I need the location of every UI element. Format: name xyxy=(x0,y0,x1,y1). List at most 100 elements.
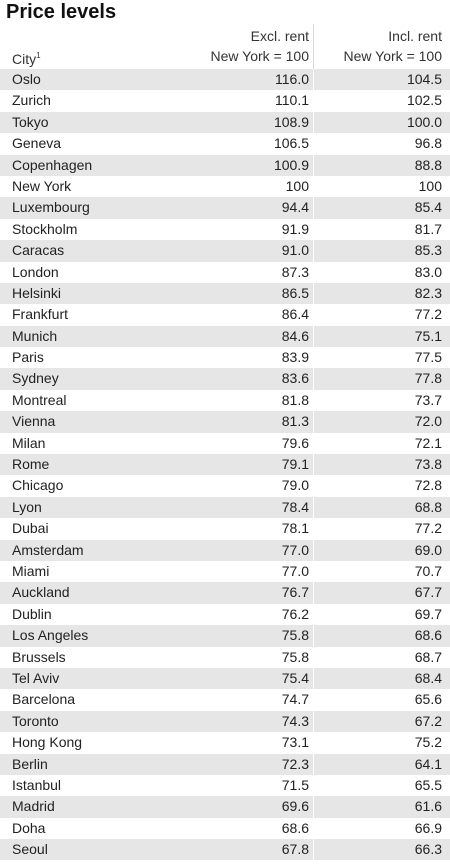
incl-rent-cell: 66.3 xyxy=(414,841,442,858)
table-row: Auckland 76.7 67.7 xyxy=(0,582,450,604)
column-header-city: City1 xyxy=(12,46,41,69)
excl-rent-cell: 81.3 xyxy=(281,413,309,430)
incl-rent-cell: 104.5 xyxy=(406,71,442,87)
table-row: Seoul 67.8 66.3 xyxy=(0,839,450,861)
city-footnote-marker: 1 xyxy=(36,51,41,60)
incl-rent-cell: 65.5 xyxy=(414,776,442,793)
row-column-divider xyxy=(313,111,314,134)
excl-rent-cell: 75.4 xyxy=(281,669,309,686)
excl-rent-cell: 74.7 xyxy=(281,691,309,708)
table-row: Doha 68.6 66.9 xyxy=(0,817,450,840)
table-row: Milan 79.6 72.1 xyxy=(0,432,450,455)
incl-rent-cell: 68.4 xyxy=(414,669,442,686)
excl-rent-cell: 75.8 xyxy=(281,648,309,665)
city-cell: Caracas xyxy=(12,242,65,259)
excl-rent-cell: 71.5 xyxy=(281,776,309,793)
incl-rent-cell: 65.6 xyxy=(414,691,442,708)
table-row: Berlin 72.3 64.1 xyxy=(0,753,450,775)
city-cell: Berlin xyxy=(12,755,48,772)
table-row: Barcelona 74.7 65.6 xyxy=(0,689,450,711)
table-row: Stockholm 91.9 81.7 xyxy=(0,218,450,241)
city-cell: Dubai xyxy=(12,520,49,537)
table-row: Dublin 76.2 69.7 xyxy=(0,603,450,626)
excl-rent-cell: 86.4 xyxy=(281,306,309,323)
city-cell: Helsinki xyxy=(12,284,62,301)
incl-rent-cell: 72.0 xyxy=(414,413,442,430)
incl-rent-cell: 72.8 xyxy=(414,477,442,494)
incl-rent-cell: 69.0 xyxy=(414,541,442,558)
row-column-divider xyxy=(313,454,314,476)
incl-rent-cell: 66.9 xyxy=(414,819,442,836)
table-row: Zurich 110.1 102.5 xyxy=(0,90,450,112)
row-column-divider xyxy=(313,496,314,519)
city-cell: Tokyo xyxy=(12,113,49,130)
incl-rent-cell: 100 xyxy=(418,177,442,194)
excl-rent-cell: 116.0 xyxy=(275,71,309,87)
row-column-divider xyxy=(313,475,314,497)
row-column-divider xyxy=(313,625,314,647)
city-cell: Oslo xyxy=(12,71,41,87)
column-header-incl-rent-line1: Incl. rent xyxy=(388,28,442,44)
row-column-divider xyxy=(313,347,314,369)
city-cell: Seoul xyxy=(12,841,48,858)
incl-rent-cell: 81.7 xyxy=(414,220,442,237)
incl-rent-cell: 85.4 xyxy=(414,199,442,216)
city-cell: London xyxy=(12,263,59,280)
table-header: City1 Excl. rent New York = 100 Incl. re… xyxy=(0,24,450,71)
table-row: Frankfurt 86.4 77.2 xyxy=(0,304,450,326)
city-cell: Dublin xyxy=(12,605,52,622)
table-row: Tel Aviv 75.4 68.4 xyxy=(0,667,450,690)
table-row: New York 100 100 xyxy=(0,175,450,198)
row-column-divider xyxy=(313,197,314,219)
excl-rent-cell: 108.9 xyxy=(273,113,309,130)
city-cell: Chicago xyxy=(12,477,64,494)
city-cell: Tel Aviv xyxy=(12,669,60,686)
row-column-divider xyxy=(313,411,314,433)
excl-rent-cell: 110.1 xyxy=(275,92,309,109)
table-row: Lyon 78.4 68.8 xyxy=(0,496,450,519)
city-cell: Toronto xyxy=(12,712,59,729)
excl-rent-cell: 83.6 xyxy=(281,370,309,387)
city-cell: Los Angeles xyxy=(12,627,89,644)
city-cell: Brussels xyxy=(12,648,66,665)
excl-rent-cell: 78.1 xyxy=(281,520,309,537)
incl-rent-cell: 73.7 xyxy=(414,391,442,408)
row-column-divider xyxy=(313,389,314,412)
table-row: Toronto 74.3 67.2 xyxy=(0,710,450,733)
city-cell: Amsterdam xyxy=(12,541,84,558)
excl-rent-cell: 83.9 xyxy=(281,349,309,366)
page-title: Price levels xyxy=(6,1,117,23)
row-column-divider xyxy=(313,796,314,818)
excl-rent-cell: 87.3 xyxy=(281,263,309,280)
incl-rent-cell: 75.2 xyxy=(414,734,442,751)
column-header-incl-rent-line2: New York = 100 xyxy=(343,48,442,64)
row-column-divider xyxy=(313,133,314,155)
table-row: Geneva 106.5 96.8 xyxy=(0,133,450,155)
row-column-divider xyxy=(313,689,314,711)
incl-rent-cell: 75.1 xyxy=(414,327,442,344)
city-cell: Sydney xyxy=(12,370,59,387)
table-row: Caracas 91.0 85.3 xyxy=(0,240,450,262)
city-cell: Rome xyxy=(12,456,50,473)
column-header-excl-rent-line1: Excl. rent xyxy=(250,28,309,44)
table-row: Oslo 116.0 104.5 xyxy=(0,69,450,91)
table-row: Luxembourg 94.4 85.4 xyxy=(0,197,450,219)
incl-rent-cell: 77.8 xyxy=(414,370,442,387)
city-cell: Geneva xyxy=(12,135,62,152)
incl-rent-cell: 70.7 xyxy=(414,562,442,579)
row-column-divider xyxy=(313,667,314,690)
table-row: Montreal 81.8 73.7 xyxy=(0,389,450,412)
incl-rent-cell: 67.2 xyxy=(414,712,442,729)
excl-rent-cell: 100.9 xyxy=(273,156,309,173)
excl-rent-cell: 94.4 xyxy=(281,199,309,216)
excl-rent-cell: 79.1 xyxy=(281,456,309,473)
row-column-divider xyxy=(313,282,314,305)
incl-rent-cell: 77.2 xyxy=(414,306,442,323)
city-cell: Istanbul xyxy=(12,776,62,793)
row-column-divider xyxy=(313,240,314,262)
header-column-divider xyxy=(313,24,314,70)
row-column-divider xyxy=(313,839,314,861)
table-row: Brussels 75.8 68.7 xyxy=(0,646,450,668)
city-cell: Lyon xyxy=(12,498,42,515)
